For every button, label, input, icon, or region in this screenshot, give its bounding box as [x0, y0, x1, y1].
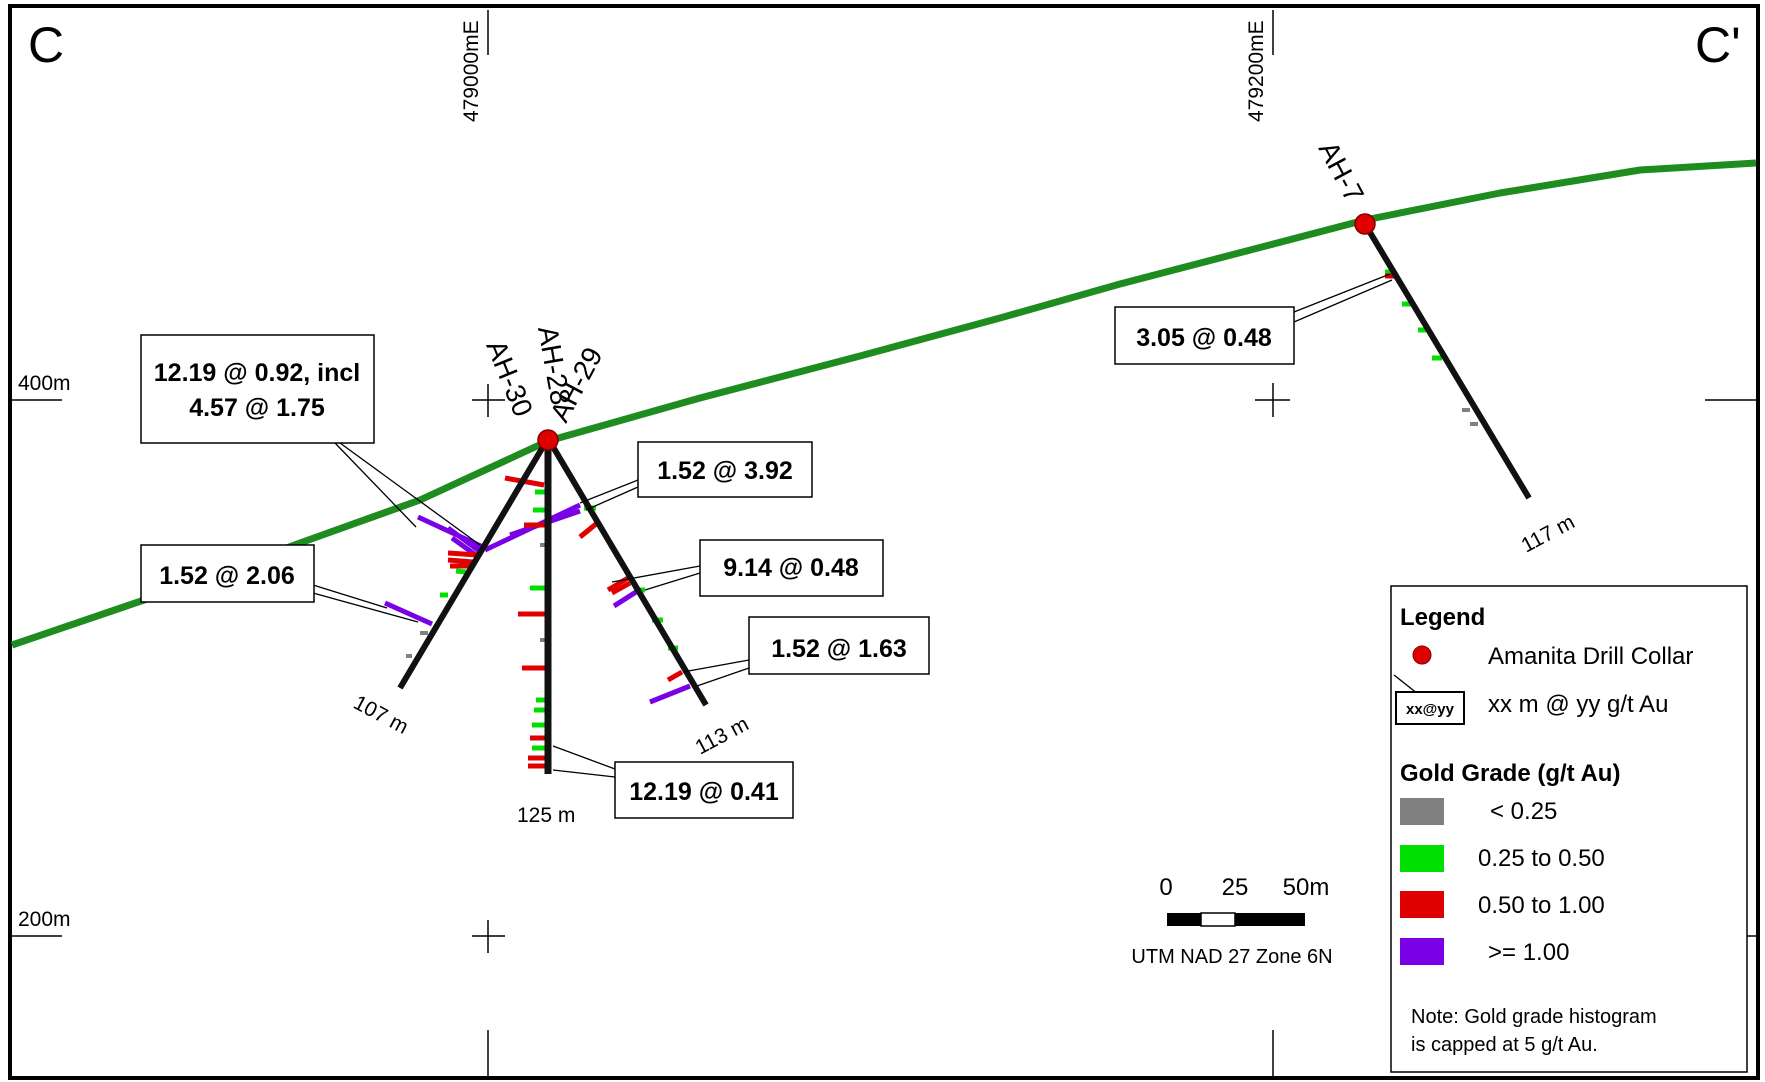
easting-label: 479200mE	[1245, 20, 1268, 122]
easting-label: 479000mE	[460, 20, 483, 122]
svg-text:3.05 @ 0.48: 3.05 @ 0.48	[1136, 324, 1272, 352]
grid-cross	[472, 920, 505, 953]
legend-callout-symbol: xx@yy	[1393, 674, 1465, 725]
drill-trace-ah-30	[397, 438, 550, 690]
legend-grade-label: < 0.25	[1490, 798, 1557, 825]
elevation-label: 200m	[18, 908, 71, 931]
intercept-callout: 12.19 @ 0.41	[552, 745, 794, 819]
intercept-callout: 9.14 @ 0.48	[611, 539, 884, 597]
section-end-right: C'	[1695, 17, 1741, 73]
svg-text:9.14 @ 0.48: 9.14 @ 0.48	[723, 554, 859, 582]
legend-swatch	[1400, 891, 1444, 918]
drill-collar	[537, 429, 559, 451]
legend-title: Legend	[1400, 604, 1485, 631]
legend-note: is capped at 5 g/t Au.	[1411, 1034, 1598, 1056]
hole-depth: 125 m	[517, 804, 575, 827]
legend-grade-label: 0.50 to 1.00	[1478, 892, 1605, 919]
drill-trace-ah-7	[1362, 222, 1532, 500]
elevation-label: 400m	[18, 372, 71, 395]
svg-text:xx@yy: xx@yy	[1406, 701, 1455, 718]
hole-depth: 107 m	[350, 691, 412, 739]
topography-line	[10, 159, 1757, 649]
hole-depth: 117 m	[1518, 510, 1579, 557]
svg-text:1.52 @ 1.63: 1.52 @ 1.63	[771, 635, 907, 663]
intercept-callout: 1.52 @ 2.06	[140, 544, 419, 623]
svg-text:UTM NAD 27 Zone 6N: UTM NAD 27 Zone 6N	[1131, 946, 1332, 968]
svg-text:1.52 @ 3.92: 1.52 @ 3.92	[657, 457, 793, 485]
intercept-callout: 1.52 @ 1.63	[682, 616, 930, 687]
drill-collar	[1354, 213, 1376, 235]
grade-bar-vhigh	[649, 683, 691, 705]
legend-collar-label: Amanita Drill Collar	[1488, 643, 1693, 670]
legend-note: Note: Gold grade histogram	[1411, 1006, 1657, 1028]
svg-text:12.19 @ 0.92, incl: 12.19 @ 0.92, incl	[154, 359, 360, 387]
grade-bar-high	[666, 669, 684, 683]
intercept-callout: 1.52 @ 3.92	[579, 441, 813, 511]
map-frame	[8, 4, 1760, 1080]
grade-bar-mid	[455, 568, 467, 575]
grade-bar-vhigh	[383, 600, 434, 627]
legend-collar-symbol	[1412, 645, 1432, 665]
svg-text:0: 0	[1159, 874, 1172, 901]
legend-swatch	[1400, 938, 1444, 965]
hole-label: AH-7	[1313, 136, 1370, 207]
legend-grade-title: Gold Grade (g/t Au)	[1400, 760, 1620, 787]
svg-text:25: 25	[1222, 874, 1249, 901]
hole-depth: 113 m	[692, 712, 753, 759]
svg-text:12.19 @ 0.41: 12.19 @ 0.41	[629, 778, 779, 806]
grade-bar-high	[610, 580, 632, 596]
grid-cross	[1255, 383, 1290, 417]
grade-bar-high	[447, 550, 479, 558]
drill-trace-ah-29	[546, 438, 709, 707]
section-end-left: C	[28, 17, 64, 73]
legend-grade-label: >= 1.00	[1488, 939, 1569, 966]
grid-cross	[472, 384, 505, 417]
intercept-callout: 12.19 @ 0.92, incl 4.57 @ 1.75	[140, 334, 481, 546]
legend-swatch	[1400, 798, 1444, 825]
scale-bar: 0 25 50m UTM NAD 27 Zone 6N	[1131, 874, 1332, 968]
legend: Legend Amanita Drill Collar xx@yy xx m @…	[1390, 585, 1748, 1073]
grade-bar-high	[578, 522, 598, 539]
legend-callout-label: xx m @ yy g/t Au	[1488, 691, 1668, 718]
hole-label: AH-30	[480, 336, 538, 421]
grade-bar-vhigh	[446, 525, 484, 556]
grade-bar-vhigh	[612, 589, 638, 609]
svg-text:4.57 @ 1.75: 4.57 @ 1.75	[189, 394, 325, 422]
grade-bar-high	[447, 557, 474, 565]
legend-grade-label: 0.25 to 0.50	[1478, 845, 1605, 872]
svg-text:1.52 @ 2.06: 1.52 @ 2.06	[159, 562, 295, 590]
svg-text:50m: 50m	[1283, 874, 1330, 901]
intercept-callout: 3.05 @ 0.48	[1114, 273, 1393, 365]
legend-swatch	[1400, 845, 1444, 872]
